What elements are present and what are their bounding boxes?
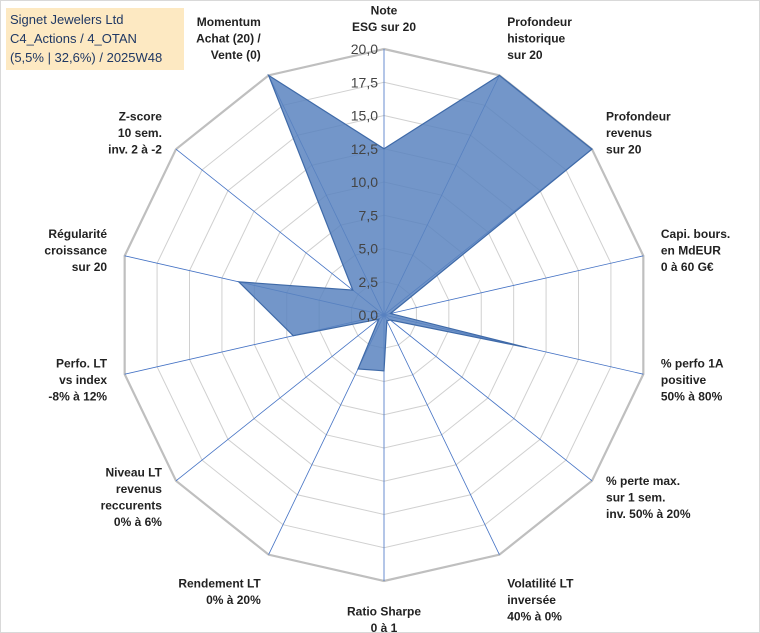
axis-label-line: Achat (20) / [196,32,261,46]
radar-tick-labels: 0,0 2,5 5,0 7,5 10,0 12,5 15,0 17,5 20,0 [351,41,378,323]
axis-label-line: % perte max. [606,474,680,488]
axis-label-line: positive [661,373,707,387]
axis-label-line: inv. 50% à 20% [606,507,691,521]
axis-label-line: 0 à 60 G€ [661,260,714,274]
axis-label: % perfo 1A positive 50% à 80% [661,357,724,404]
axis-label-line: Profondeur [507,15,572,29]
radar-spoke [175,148,385,316]
radar-spoke [175,314,385,482]
axis-label-line: ESG sur 20 [352,20,416,34]
radar-axis-labels: Note ESG sur 20 Profondeur historique sur 20… [44,4,730,633]
radar-series [237,73,593,372]
axis-label-line: vs index [59,373,107,387]
axis-label-line: historique [507,32,565,46]
axis-label-line: Note [371,4,398,18]
tick-label: 7,5 [359,207,379,223]
tick-label: 20,0 [351,41,378,57]
axis-label-line: Ratio Sharpe [347,605,421,619]
radar-spoke [383,314,500,555]
axis-label: Régularité croissance sur 20 [44,227,107,274]
axis-label-line: 40% à 0% [507,609,562,623]
tick-label: 12,5 [351,141,378,157]
axis-label-line: sur 1 sem. [606,490,665,504]
axis-label: Z-score 10 sem. inv. 2 à -2 [108,110,162,157]
axis-label: Profondeur revenus sur 20 [606,110,671,157]
axis-label: % perte max. sur 1 sem. inv. 50% à 20% [606,474,691,521]
axis-label: Niveau LT revenus reccurents 0% à 6% [101,466,163,530]
chart-title: Signet Jewelers Ltd [10,12,124,27]
axis-label-line: 0 à 1 [371,621,398,633]
axis-label-line: en MdEUR [661,243,721,257]
axis-label-line: Niveau LT [105,466,162,480]
axis-label: Note ESG sur 20 [352,4,416,35]
axis-label: Volatilité LT inversée 40% à 0% [507,576,574,623]
chart-subtitle-stats: (5,5% | 32,6%) / 2025W48 [10,50,163,65]
axis-label-line: sur 20 [507,48,543,62]
axis-label-line: 0% à 6% [114,515,162,529]
axis-label-line: inv. 2 à -2 [108,143,162,157]
axis-label: Ratio Sharpe 0 à 1 [347,605,421,633]
axis-label-line: Capi. bours. [661,227,730,241]
axis-label-line: Profondeur [606,110,671,124]
axis-label-line: Régularité [48,227,107,241]
tick-label: 15,0 [351,108,378,124]
axis-label: Momentum Achat (20) / Vente (0) [196,15,261,62]
axis-label: Profondeur historique sur 20 [507,15,572,62]
chart-title-box: Signet Jewelers Ltd C4_Actions / 4_OTAN … [6,8,184,70]
axis-label-line: 10 sem. [118,126,162,140]
axis-label-line: Momentum [197,15,261,29]
axis-label-line: croissance [44,243,107,257]
radar-spoke [383,255,644,316]
axis-label-line: Perfo. LT [56,357,108,371]
radar-spoke [383,314,593,482]
axis-label-line: Rendement LT [178,576,261,590]
axis-label-line: inversée [507,593,556,607]
chart-subtitle-category: C4_Actions / 4_OTAN [10,31,137,46]
axis-label-line: -8% à 12% [48,390,107,404]
axis-label-line: revenus [116,482,162,496]
tick-label: 0,0 [359,307,379,323]
axis-label-line: sur 20 [72,260,108,274]
tick-label: 5,0 [359,241,379,257]
axis-label-line: Volatilité LT [507,576,574,590]
tick-label: 10,0 [351,174,378,190]
axis-label-line: 0% à 20% [206,593,261,607]
axis-label-line: revenus [606,126,652,140]
axis-label-line: Z-score [119,110,163,124]
tick-label: 2,5 [359,274,379,290]
axis-label: Capi. bours. en MdEUR 0 à 60 G€ [661,227,730,274]
tick-label: 17,5 [351,74,378,90]
axis-label-line: Vente (0) [211,48,261,62]
axis-label-line: % perfo 1A [661,357,724,371]
axis-label-line: reccurents [101,499,163,513]
axis-label: Rendement LT 0% à 20% [178,576,261,607]
axis-label-line: 50% à 80% [661,390,723,404]
axis-label: Perfo. LT vs index -8% à 12% [48,357,107,404]
axis-label-line: sur 20 [606,143,642,157]
